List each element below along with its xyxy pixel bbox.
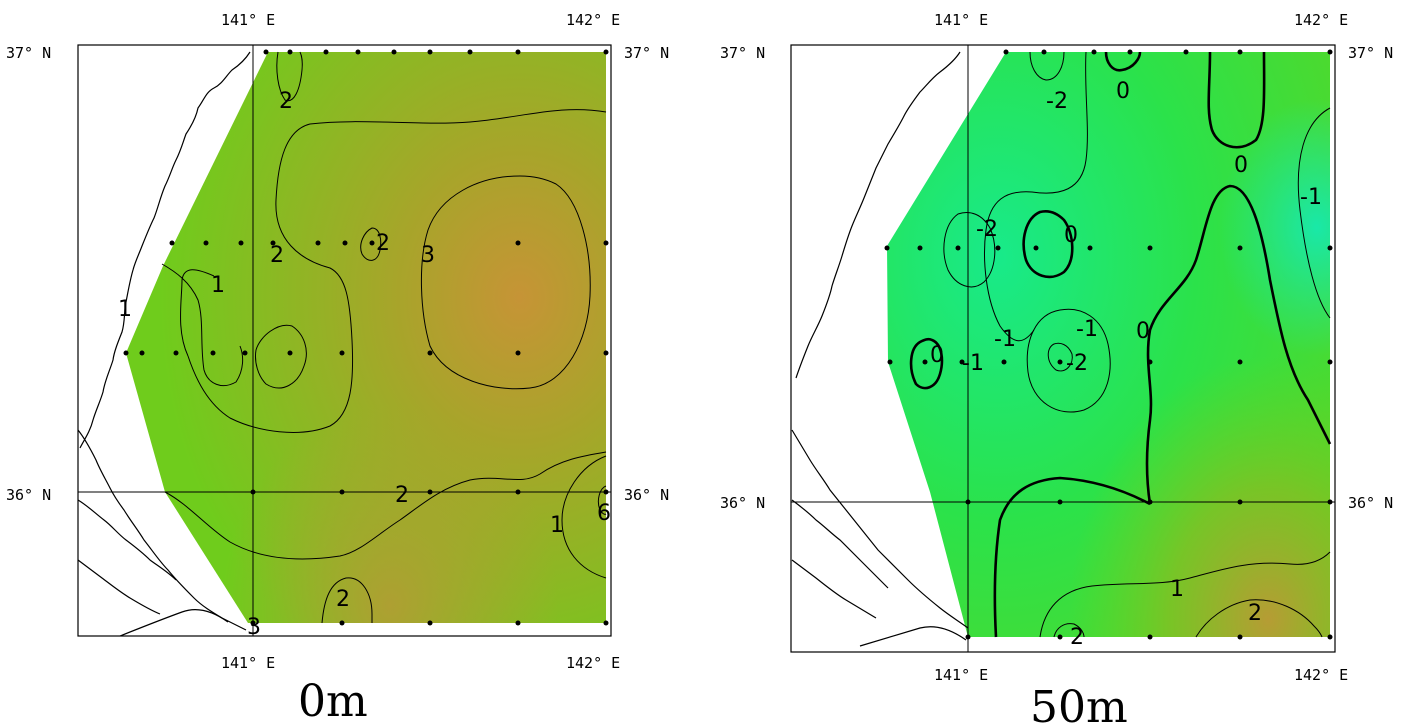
contour-label: 2 (336, 587, 350, 612)
contour-label: 2 (270, 243, 284, 268)
contours (161, 51, 607, 624)
lat-tick-right: 37° N (1348, 44, 1393, 62)
station-dots (884, 49, 1333, 640)
panel-0m: 2 2 2 3 1 1 2 2 1 3 6 141° E 142° E 141°… (6, 11, 669, 727)
coastline (77, 51, 251, 637)
contour-label: -2 (976, 217, 998, 242)
contour-label: 1 (1170, 577, 1184, 602)
axis-labels: 141° E 142° E 141° E 142° E 37° N 36° N … (6, 11, 669, 672)
lon-tick-bottom: 141° E (934, 666, 988, 684)
contour-label: -2 (1046, 89, 1068, 114)
contour-label: 2 (1070, 625, 1084, 650)
lon-tick-top: 141° E (221, 11, 275, 29)
contour-labels: -2 0 0 -2 0 -1 0 -1 -1 0 -1 -2 1 2 2 (930, 79, 1322, 650)
contour-labels: 2 2 2 3 1 1 2 2 1 3 6 (118, 89, 611, 640)
contour-label: -1 (1076, 317, 1098, 342)
contour-label: 3 (421, 243, 435, 268)
panel-caption: 50m (1030, 682, 1128, 727)
lon-tick-bottom: 141° E (221, 654, 275, 672)
contour-label: 2 (279, 89, 293, 114)
contour-label: 1 (550, 513, 564, 538)
lat-tick-right: 37° N (624, 44, 669, 62)
lat-tick-left: 36° N (720, 494, 765, 512)
panel-caption: 0m (298, 676, 368, 727)
coastline (791, 51, 969, 647)
contour-label: 2 (376, 231, 390, 256)
lon-tick-bottom: 142° E (566, 654, 620, 672)
station-dots (123, 49, 609, 626)
contour-label: -1 (1300, 185, 1322, 210)
contour-label: 0 (1064, 223, 1078, 248)
panel-50m: -2 0 0 -2 0 -1 0 -1 -1 0 -1 -2 1 2 2 141… (720, 11, 1393, 727)
contour-label: 3 (247, 615, 261, 640)
contour-label: -1 (994, 327, 1016, 352)
map-frame (790, 44, 1336, 653)
lat-tick-left: 37° N (720, 44, 765, 62)
contour-label: -1 (962, 351, 984, 376)
lat-tick-left: 37° N (6, 44, 51, 62)
contour-label: 0 (1136, 319, 1150, 344)
contour-label: 0 (1234, 153, 1248, 178)
contour-label: 1 (211, 273, 225, 298)
lon-tick-top: 141° E (934, 11, 988, 29)
contour-label: 1 (118, 297, 132, 322)
lat-tick-right: 36° N (624, 486, 669, 504)
contour-label: 2 (1248, 601, 1262, 626)
lon-tick-top: 142° E (566, 11, 620, 29)
contour-label: 0 (1116, 79, 1130, 104)
lon-tick-bottom: 142° E (1294, 666, 1348, 684)
contour-label: -2 (1066, 351, 1088, 376)
contour-label: 6 (597, 501, 611, 526)
colored-field (126, 52, 606, 623)
lat-tick-right: 36° N (1348, 494, 1393, 512)
map-frame (77, 44, 612, 637)
lat-tick-left: 36° N (6, 486, 51, 504)
contour-label: 2 (395, 483, 409, 508)
axis-labels: 141° E 142° E 141° E 142° E 37° N 36° N … (720, 11, 1393, 684)
lon-tick-top: 142° E (1294, 11, 1348, 29)
grid-lines (791, 45, 1335, 652)
contour-label: 0 (930, 343, 944, 368)
contours (909, 51, 1332, 638)
